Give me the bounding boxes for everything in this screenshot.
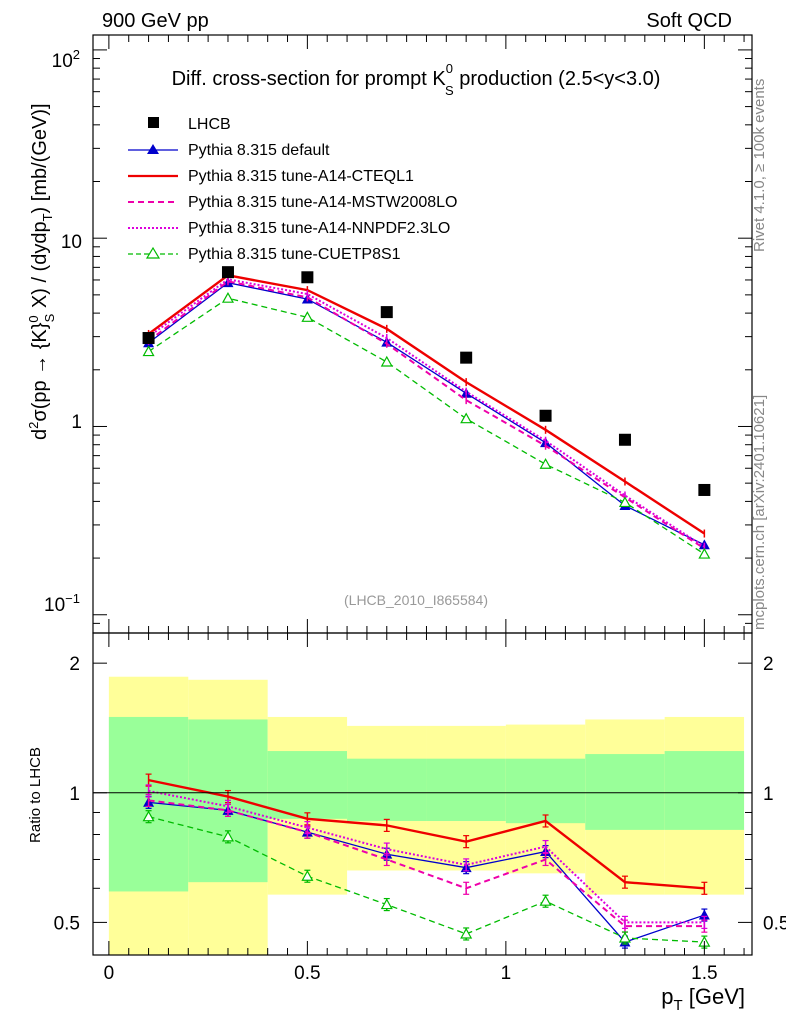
legend-label-mstw: Pythia 8.315 tune-A14-MSTW2008LO [188,194,457,211]
ratio-y-axis-label: Ratio to LHCB [27,747,44,843]
x-tick-label-0: 0 [104,963,115,984]
axis-ticks [93,35,752,955]
data-point-lhcb-0 [142,332,155,345]
ratio-series-group [142,773,711,949]
x-tick-label-1: 1 [501,963,512,984]
ratio-frame [92,632,753,956]
main-line-pythia-8-315-default [148,282,705,546]
main-y-tick-labels: 102 10 1 10−1 [44,47,82,616]
legend-label-cuetp: Pythia 8.315 tune-CUETP8S1 [188,246,401,263]
legend-label-cteql1: Pythia 8.315 tune-A14-CTEQL1 [188,168,414,185]
band-inner-3 [347,758,427,821]
y-tick-label-100: 102 [52,47,80,72]
legend: LHCB Pythia 8.315 default Pythia 8.315 t… [128,116,457,263]
ratio-line-pythia-8-315-tune-a14-mstw2008lo [148,799,705,928]
main-line-pythia-8-315-tune-a14-nnpdf2-3lo [147,278,705,548]
data-point-lhcb-6 [618,433,631,446]
main-marker-pythia-8-315-tune-cuetp8s1-1 [221,291,234,303]
legend-marker-cuetp [145,246,161,259]
ratio-tick-label-left-1: 1 [69,784,80,805]
data-point-lhcb-7 [698,483,711,496]
main-data-points [142,266,711,496]
main-marker-pythia-8-315-tune-cuetp8s1-7 [698,547,711,559]
header-left: 900 GeV pp [102,10,209,32]
ratio-tick-label-left-2: 2 [69,654,80,675]
ratio-marker-pythia-8-315-tune-cuetp8s1-1 [221,830,234,842]
legend-marker-lhcb [148,117,159,128]
y-axis-label: d2σ(pp → {K}0S X) / (dydpT) [mb/(GeV)] [26,103,57,440]
band-inner-5 [505,758,586,824]
ratio-marker-pythia-8-315-tune-cuetp8s1-4 [460,927,473,939]
data-point-lhcb-5 [539,409,552,422]
x-tick-label-0.5: 0.5 [294,963,320,984]
band-inner-7 [664,751,745,830]
chart-title: Diff. cross-section for prompt K0 S produ… [172,61,661,98]
header-right: Soft QCD [646,10,732,32]
ratio-marker-pythia-8-315-tune-cuetp8s1-2 [301,869,314,881]
main-marker-pythia-8-315-tune-cuetp8s1-5 [539,458,552,469]
y-tick-label-10: 10 [61,232,82,253]
ratio-y-tick-labels: 0.5 0.5 1 1 2 2 [54,654,786,934]
ratio-tick-label-right-2: 2 [763,654,774,675]
main-marker-pythia-8-315-tune-cuetp8s1-3 [380,355,393,367]
x-tick-label-1.5: 1.5 [691,963,717,984]
data-point-lhcb-3 [380,306,393,319]
main-line-pythia-8-315-tune-a14-cteql1 [147,274,706,535]
ratio-marker-pythia-8-315-tune-cuetp8s1-0 [142,810,155,822]
main-line-pythia-8-315-tune-a14-mstw2008lo [147,280,705,550]
legend-label-default: Pythia 8.315 default [188,142,330,159]
data-point-lhcb-2 [301,271,314,284]
ratio-line-pythia-8-315-tune-a14-cteql1 [148,778,705,890]
main-series-group [142,271,711,559]
ratio-marker-pythia-8-315-tune-cuetp8s1-3 [380,898,393,910]
ratio-uncertainty-bands [108,676,745,955]
x-tick-labels: 0 0.5 1 1.5 [104,963,718,984]
legend-label-lhcb: LHCB [188,116,231,133]
ratio-tick-label-right-1: 1 [763,784,774,805]
mcplots-side-label: mcplots.cern.ch [arXiv:2401.10621] [751,395,768,630]
ratio-line-pythia-8-315-tune-a14-nnpdf2-3lo [148,789,705,924]
ratio-marker-pythia-8-315-tune-cuetp8s1-5 [539,894,552,906]
y-tick-label-0.1: 10−1 [44,591,80,616]
band-inner-6 [585,754,665,830]
x-axis-label: pT [GeV] [661,984,745,1014]
y-tick-label-1: 1 [71,412,82,433]
data-point-lhcb-4 [460,351,473,364]
band-inner-2 [267,751,348,819]
main-marker-pythia-8-315-tune-cuetp8s1-2 [301,311,314,322]
data-point-lhcb-1 [221,266,234,279]
ratio-tick-label-right-0.5: 0.5 [763,913,786,934]
band-inner-4 [426,758,506,821]
ratio-marker-pythia-8-315-tune-cuetp8s1-6 [618,931,631,943]
legend-marker-default [147,144,159,154]
legend-label-nnpdf: Pythia 8.315 tune-A14-NNPDF2.3LO [188,220,450,237]
rivet-side-label: Rivet 4.1.0, ≥ 100k events [751,79,768,252]
ratio-tick-label-left-0.5: 0.5 [54,913,80,934]
main-marker-pythia-8-315-tune-cuetp8s1-4 [460,412,473,424]
main-marker-pythia-8-315-tune-cuetp8s1-6 [618,496,631,508]
main-line-pythia-8-315-tune-cuetp8s1 [148,297,705,555]
analysis-watermark: (LHCB_2010_I865584) [344,592,488,608]
main-marker-pythia-8-315-tune-cuetp8s1-0 [142,345,155,357]
